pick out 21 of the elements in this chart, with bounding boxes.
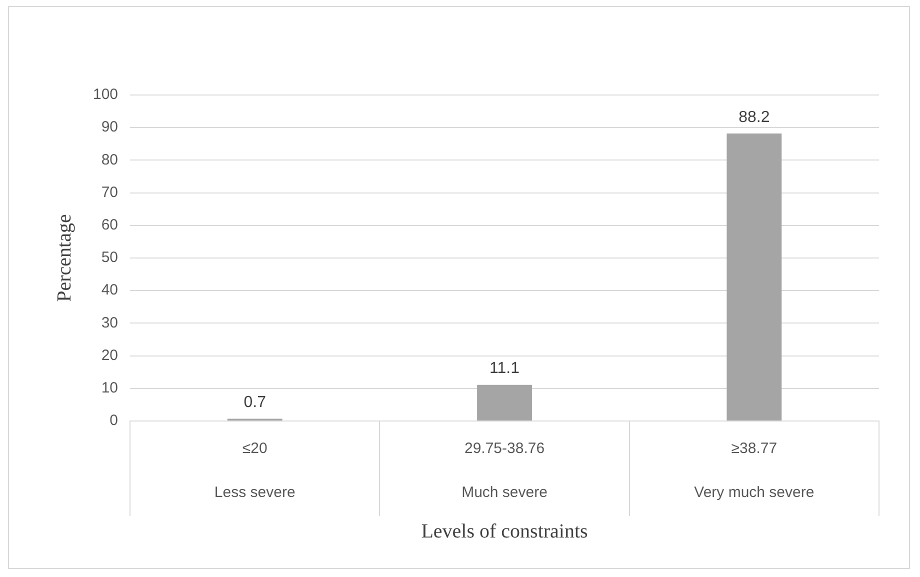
- y-tick-label: 10: [101, 380, 118, 397]
- bar: [477, 384, 532, 420]
- category-label: 29.75-38.76 Much severe: [462, 440, 548, 502]
- y-tick-label: 80: [101, 151, 118, 168]
- y-tick-label: 0: [110, 412, 118, 430]
- data-label: 11.1: [490, 360, 520, 378]
- y-tick-label: 60: [101, 216, 118, 234]
- y-tick-label: 90: [101, 118, 118, 136]
- category-label: ≥38.77 Very much severe: [694, 440, 814, 502]
- x-axis-title: Levels of constraints: [421, 520, 588, 542]
- data-label: 88.2: [738, 108, 770, 126]
- y-tick-label: 50: [101, 249, 118, 266]
- y-tick-label: 100: [92, 86, 118, 104]
- y-tick-label: 70: [101, 184, 118, 201]
- y-tick-label: 30: [101, 314, 118, 332]
- data-label: 0.7: [244, 394, 266, 412]
- y-tick-label: 40: [101, 282, 118, 299]
- bar: [726, 133, 782, 420]
- y-tick-label: 20: [101, 346, 118, 364]
- y-axis-title: Percentage: [53, 214, 76, 302]
- category-label: ≤20 Less severe: [214, 440, 296, 502]
